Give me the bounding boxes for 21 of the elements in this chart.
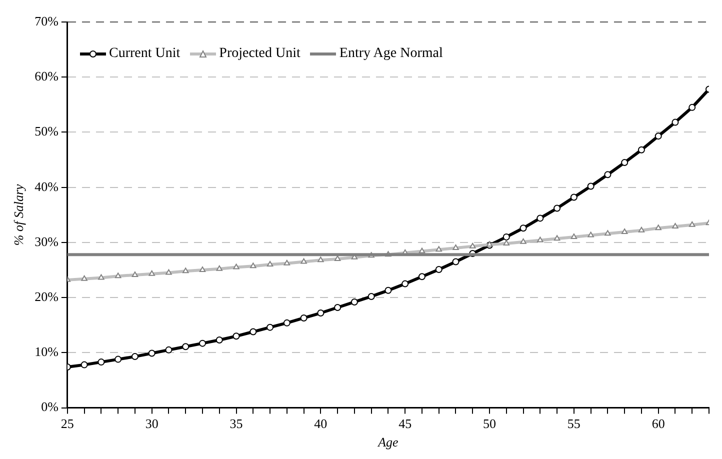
x-tick-label: 35	[230, 416, 243, 432]
y-tick-label: 20%	[34, 288, 59, 304]
y-tick-label: 10%	[34, 344, 59, 360]
x-tick-label: 40	[314, 416, 328, 432]
y-tick-label: 30%	[34, 234, 59, 249]
y-tick-label: 0%	[41, 399, 59, 414]
x-tick-label: 60	[652, 416, 665, 432]
legend-label: Projected Unit	[219, 46, 300, 62]
y-tick-label: 70%	[34, 13, 59, 28]
x-tick-label: 25	[60, 416, 74, 432]
y-axis-title: % of Salary	[11, 184, 26, 246]
legend-label: Entry Age Normal	[339, 46, 443, 62]
legend-label: Current Unit	[109, 46, 180, 62]
x-tick-label: 55	[567, 416, 580, 432]
y-tick-label: 60%	[34, 68, 59, 84]
x-tick-label: 50	[483, 416, 496, 432]
x-axis-title: Age	[377, 434, 399, 450]
x-tick-label: 30	[145, 416, 158, 432]
x-tick-label: 45	[398, 416, 412, 432]
y-tick-label: 50%	[34, 124, 59, 139]
y-tick-label: 40%	[34, 178, 59, 194]
